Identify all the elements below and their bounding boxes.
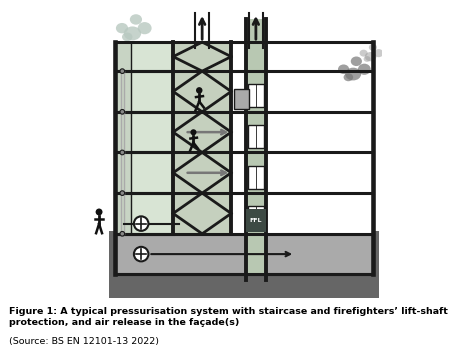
Bar xyxy=(173,42,231,234)
Ellipse shape xyxy=(360,50,368,57)
Ellipse shape xyxy=(365,52,376,61)
Ellipse shape xyxy=(345,68,361,81)
Circle shape xyxy=(134,247,148,261)
Bar xyxy=(248,206,264,229)
Bar xyxy=(246,209,266,232)
Ellipse shape xyxy=(122,33,132,41)
Circle shape xyxy=(120,110,125,114)
Bar xyxy=(246,19,266,274)
Ellipse shape xyxy=(124,26,141,40)
Circle shape xyxy=(134,216,148,231)
Bar xyxy=(234,89,249,109)
Text: (Source: BS EN 12101-13 2022): (Source: BS EN 12101-13 2022) xyxy=(9,337,159,346)
Ellipse shape xyxy=(369,44,377,51)
Ellipse shape xyxy=(374,49,383,57)
Bar xyxy=(115,42,374,234)
Ellipse shape xyxy=(137,22,152,34)
Bar xyxy=(248,125,264,148)
Bar xyxy=(109,231,379,298)
Ellipse shape xyxy=(130,14,142,25)
Ellipse shape xyxy=(344,73,353,81)
Circle shape xyxy=(120,232,125,236)
Text: Figure 1: A typical pressurisation system with staircase and firefighters’ lift-: Figure 1: A typical pressurisation syste… xyxy=(9,307,448,327)
Circle shape xyxy=(196,87,202,94)
Circle shape xyxy=(120,191,125,195)
Bar xyxy=(115,42,131,234)
Ellipse shape xyxy=(116,23,128,33)
Bar xyxy=(248,84,264,107)
Bar xyxy=(115,234,374,274)
Circle shape xyxy=(120,150,125,155)
Ellipse shape xyxy=(338,65,349,74)
Text: FFL: FFL xyxy=(250,218,262,223)
Circle shape xyxy=(96,208,102,215)
Bar xyxy=(248,166,264,189)
Bar xyxy=(115,42,173,234)
Ellipse shape xyxy=(364,56,371,62)
Circle shape xyxy=(120,69,125,73)
Ellipse shape xyxy=(351,57,362,66)
Circle shape xyxy=(191,129,197,135)
Ellipse shape xyxy=(358,64,371,75)
